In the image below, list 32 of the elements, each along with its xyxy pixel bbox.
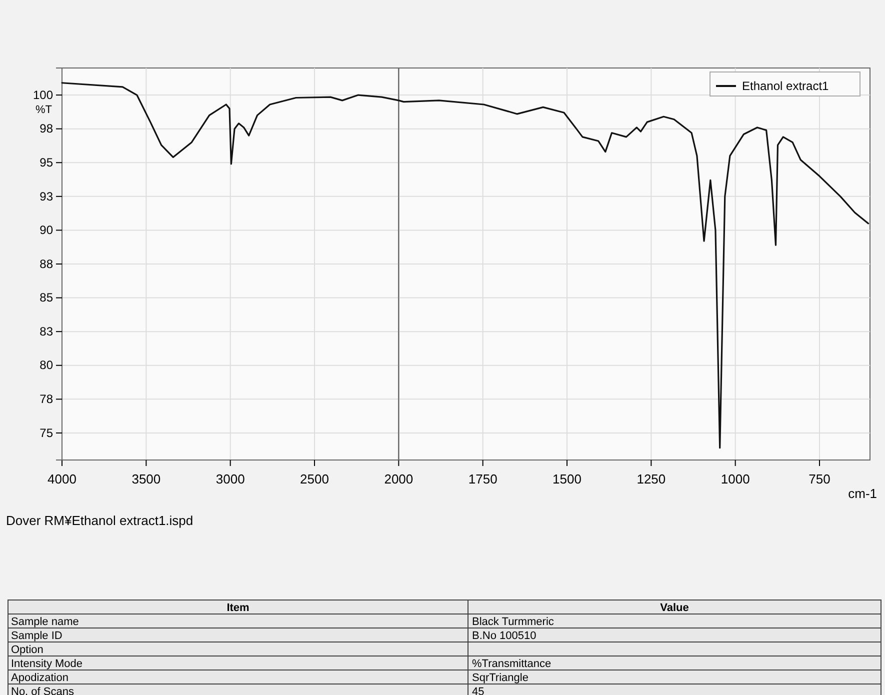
y-tick-label: 83 [40, 324, 54, 338]
y-tick-label: 100 [32, 88, 54, 102]
y-tick-label: 88 [40, 256, 54, 271]
y-axis-title: %T [36, 104, 52, 116]
text: No. of Scans 45 [11, 686, 484, 695]
x-tick-label: 750 [808, 471, 830, 486]
y-tick-label: 85 [40, 290, 54, 305]
text: Apodization SqrTriangle [11, 672, 528, 684]
x-tick-label: 3000 [216, 471, 245, 486]
x-tick-label: 2500 [300, 471, 329, 486]
text: Dover RM¥Ethanol extract1.ispd [6, 513, 194, 528]
text: Sample ID B.No 100510 [11, 630, 536, 642]
y-tick-label: 93 [40, 189, 54, 204]
text: Intensity Mode %Transmittance [11, 658, 552, 670]
y-tick-label: 95 [40, 155, 54, 170]
text: Option [11, 644, 44, 656]
x-tick-label: 1250 [636, 471, 666, 486]
x-tick-label: 4000 [48, 471, 76, 486]
x-tick-label: 1000 [720, 471, 750, 486]
y-tick-label: 78 [40, 392, 54, 406]
text: Sample name Black Turmmeric [11, 616, 554, 628]
y-tick-label: 98 [40, 122, 54, 136]
y-tick-label: 80 [40, 358, 54, 372]
y-tick-label: 75 [40, 426, 54, 440]
x-tick-label: 1500 [552, 471, 582, 486]
legend-label: Ethanol extract1 [742, 79, 830, 93]
x-tick-label: 3500 [132, 471, 161, 486]
y-tick-label: 90 [40, 223, 54, 238]
x-axis-title: cm-1 [848, 486, 877, 501]
text: Item Value [226, 602, 689, 614]
x-tick-label: 1750 [468, 471, 498, 486]
x-tick-label: 2000 [384, 471, 414, 486]
